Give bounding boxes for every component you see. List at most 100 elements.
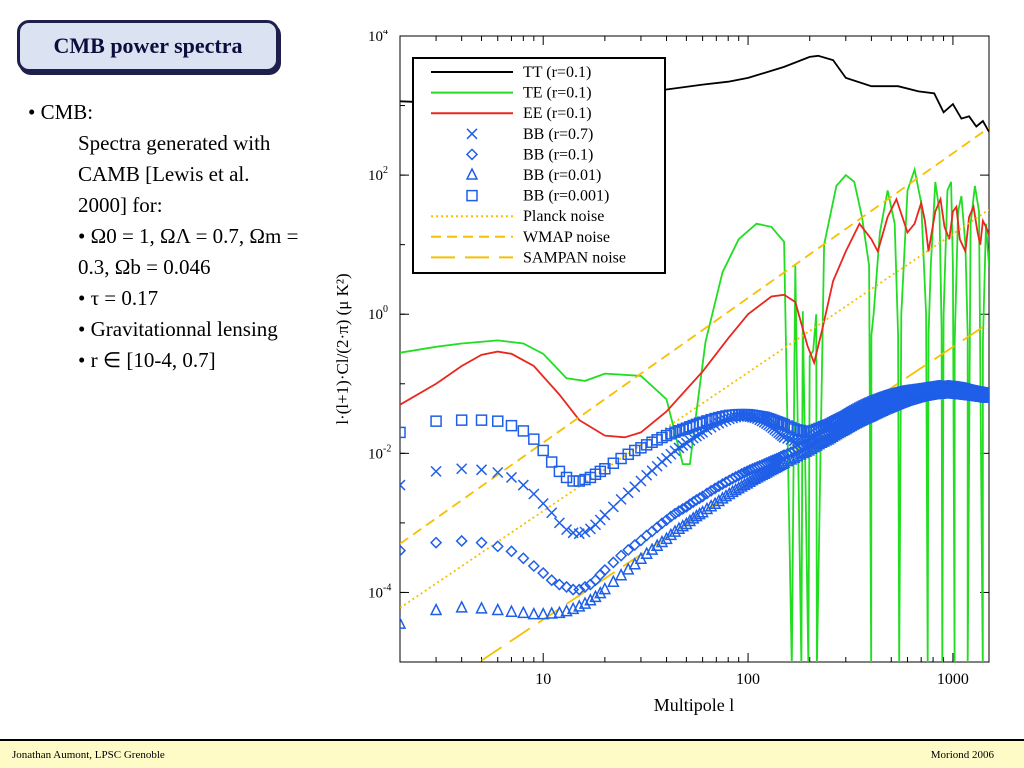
data-point (528, 488, 540, 500)
data-point (598, 581, 612, 595)
legend-marker (465, 148, 479, 161)
data-point (491, 540, 504, 553)
data-point (615, 452, 627, 465)
data-point (738, 466, 751, 479)
data-point (430, 465, 442, 477)
data-point (400, 479, 406, 491)
data-point (778, 431, 790, 443)
legend-label: BB (r=0.01) (523, 167, 601, 184)
data-point (561, 524, 573, 536)
series-2-line (400, 166, 989, 662)
data-point (578, 580, 592, 593)
data-point (579, 526, 591, 538)
data-point (491, 415, 504, 427)
data-point (705, 484, 718, 497)
data-point (668, 507, 682, 520)
data-point (645, 542, 659, 555)
legend-label: EE (r=0.1) (523, 105, 592, 122)
data-point (475, 601, 488, 614)
x-tick-label: 1000 (937, 671, 969, 688)
data-point (690, 430, 703, 442)
legend-label: WMAP noise (523, 229, 610, 246)
data-point (640, 546, 653, 559)
data-point (430, 415, 442, 427)
legend-marker (465, 167, 479, 180)
axis-ticks: 10 100 1000 104 102 100 10-2 10-4 (368, 30, 989, 688)
data-point (456, 463, 468, 475)
data-point (660, 513, 673, 527)
series-group (400, 54, 989, 662)
data-point (700, 487, 714, 500)
series-3-line (400, 195, 989, 439)
notes-line-2: CAMB [Lewis et al. (78, 162, 250, 186)
data-point (788, 423, 800, 435)
legend-marker (466, 189, 478, 202)
data-point (655, 517, 669, 530)
data-point (455, 600, 468, 613)
data-point (705, 413, 717, 426)
notes-line-1: Spectra generated with (78, 131, 271, 155)
data-point (732, 469, 745, 482)
data-point (537, 444, 549, 457)
notes-heading: • CMB: (28, 100, 94, 124)
data-point (537, 497, 549, 510)
slide-notes: • CMB: Spectra generated with CAMB [Lewi… (28, 97, 346, 376)
data-point (672, 505, 686, 518)
data-point (528, 433, 540, 445)
legend-label: BB (r=0.001) (523, 188, 609, 205)
data-point (651, 521, 664, 534)
data-point (400, 544, 407, 557)
data-point (505, 419, 518, 432)
data-point (607, 574, 620, 588)
data-point (696, 490, 709, 503)
data-point (622, 543, 635, 557)
y-axis-label: l·(l+1)·Cl/(2·π) (μ K²) (333, 273, 352, 424)
data-point (505, 545, 518, 558)
data-point (455, 414, 468, 426)
data-point (629, 444, 641, 457)
data-point (709, 412, 721, 425)
notes-omega-b: 0.3, Ωb = 0.046 (78, 255, 211, 279)
data-point (491, 602, 504, 616)
data-point (429, 602, 443, 616)
data-point (772, 458, 785, 472)
x-tick-label: 10 (535, 671, 551, 688)
data-point (673, 424, 685, 437)
data-point (776, 456, 789, 470)
data-point (664, 510, 677, 523)
data-point (594, 586, 607, 599)
data-point (687, 432, 699, 444)
data-point (573, 583, 586, 596)
notes-omega0: • Ω0 = 1, ΩΛ = 0.7, Ωm = (78, 224, 299, 248)
data-point (553, 605, 566, 619)
slide-title-box: CMB power spectra (17, 20, 279, 72)
data-point (545, 574, 558, 587)
x-axis-label: Multipole l (654, 695, 735, 715)
data-point (598, 563, 611, 577)
data-point (712, 480, 725, 493)
legend-label: SAMPAN noise (523, 249, 626, 266)
data-point (475, 464, 488, 476)
data-point (650, 538, 664, 551)
slide-footer: Jonathan Aumont, LPSC Grenoble Moriond 2… (0, 739, 1024, 768)
data-point (732, 481, 745, 494)
data-point (584, 593, 597, 606)
data-point (676, 502, 689, 515)
data-point (655, 534, 669, 548)
data-point (622, 448, 634, 461)
data-point (475, 414, 488, 426)
data-point (517, 425, 530, 437)
data-point (527, 559, 540, 573)
notes-r-range: • r ∈ [10-4, 0.7] (78, 348, 216, 372)
data-point (693, 492, 706, 505)
series-7-markers (400, 383, 989, 487)
data-point (696, 505, 709, 518)
data-point (680, 500, 693, 513)
legend-label: BB (r=0.1) (523, 146, 593, 163)
data-point (546, 507, 558, 519)
data-point (537, 566, 550, 580)
notes-tau: • τ = 0.17 (78, 286, 159, 310)
data-point (560, 580, 573, 593)
slide-title: CMB power spectra (53, 33, 243, 58)
data-point (589, 589, 602, 603)
